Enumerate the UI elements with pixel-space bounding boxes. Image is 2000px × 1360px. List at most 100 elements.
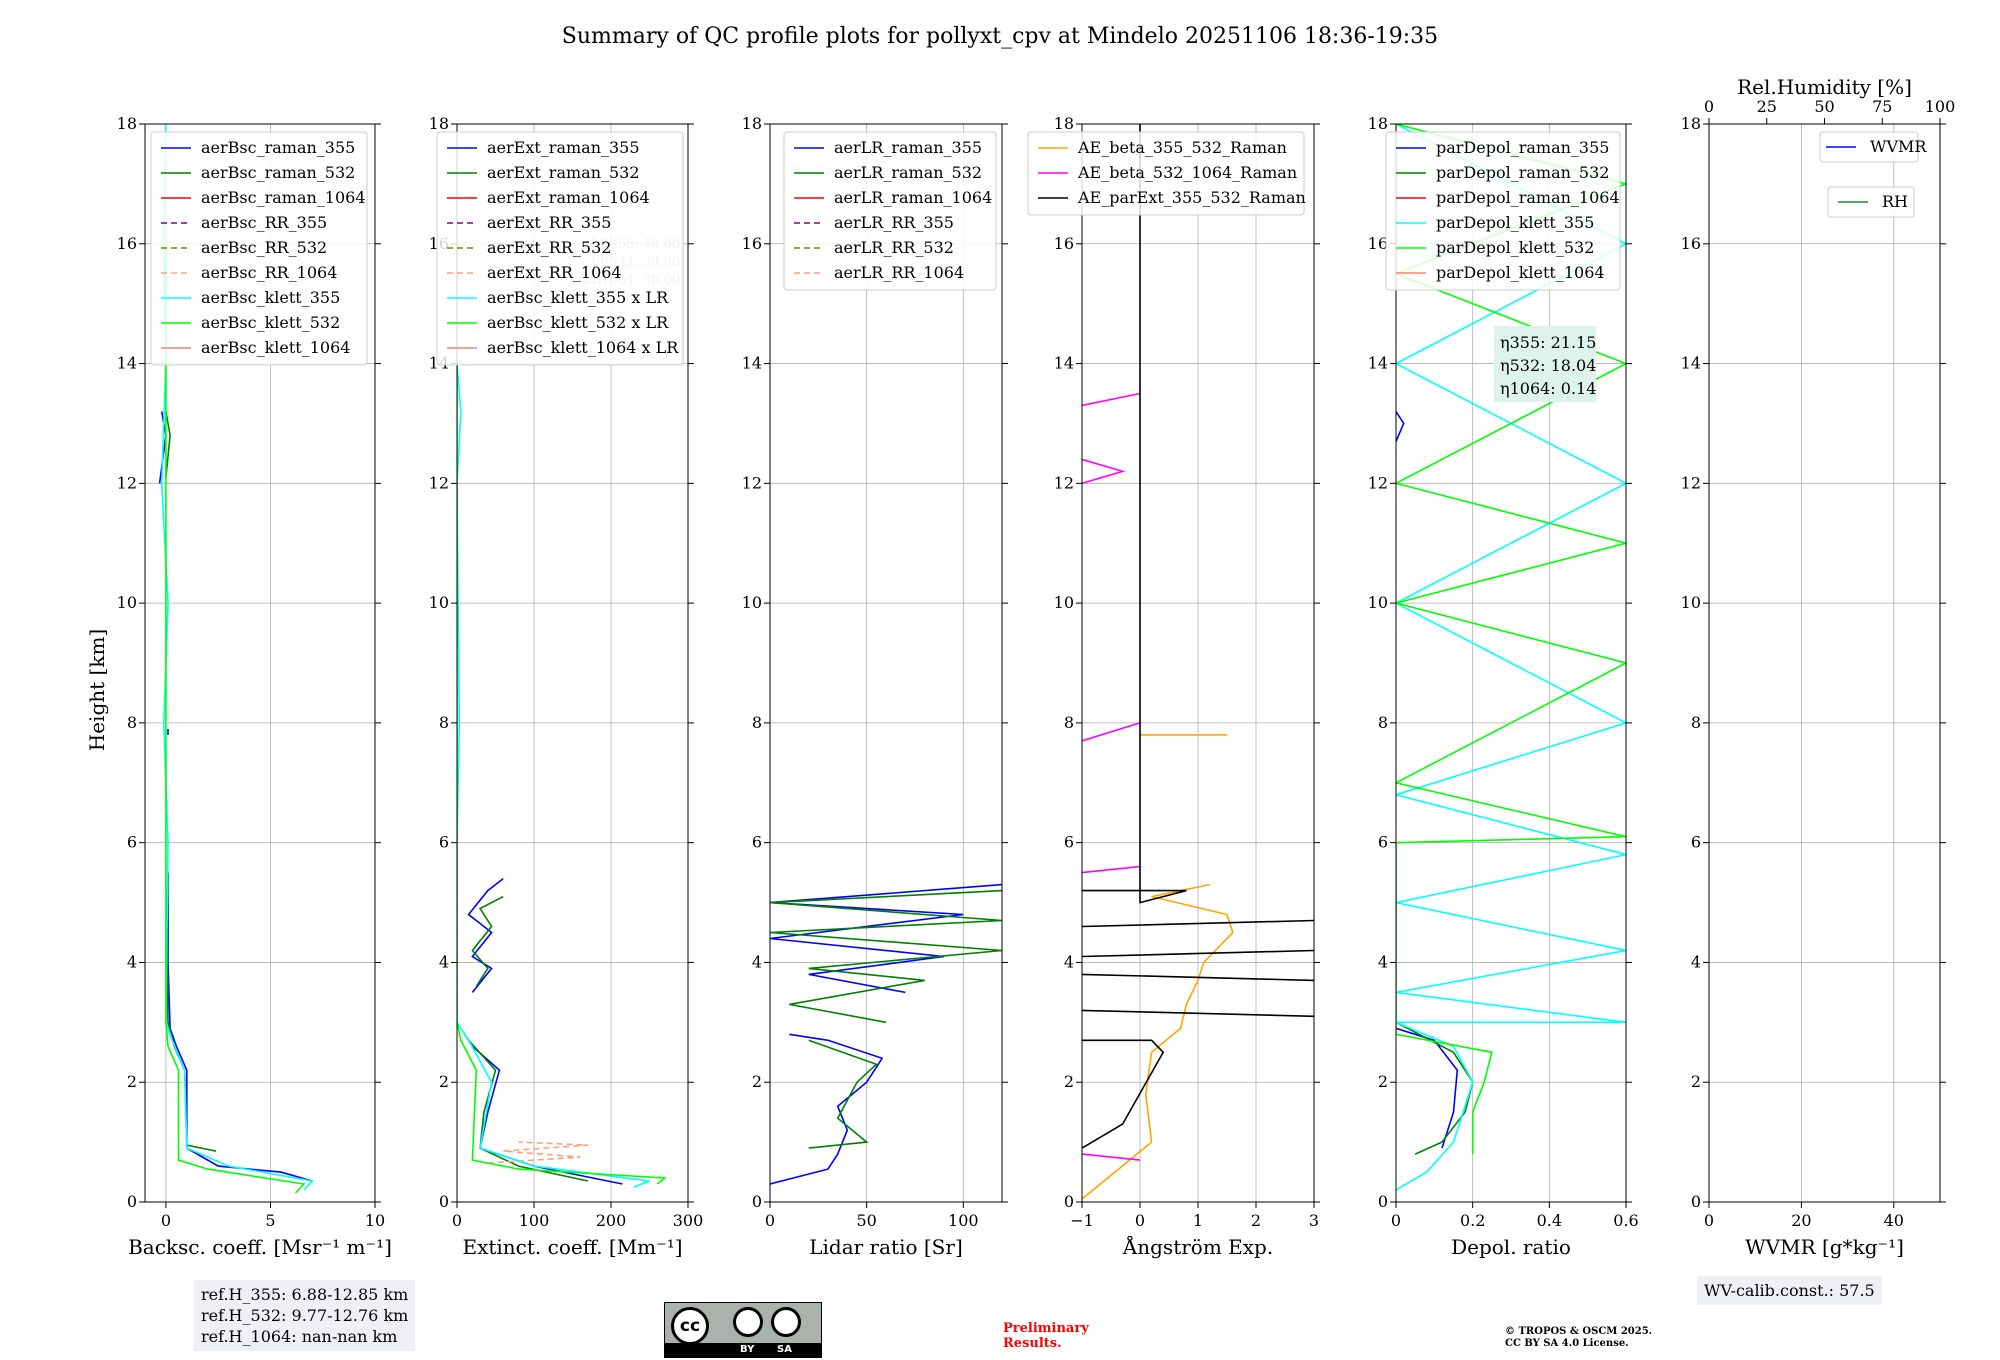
y-tick-label: 0 <box>752 1192 762 1211</box>
y-tick-label: 18 <box>1054 114 1074 133</box>
y-tick-label: 0 <box>1691 1192 1701 1211</box>
y-tick-label: 18 <box>117 114 137 133</box>
legend-label-aerLR_raman_1064: aerLR_raman_1064 <box>834 188 992 207</box>
y-tick-label: 12 <box>117 473 137 492</box>
panel-backscatter: 0 2 4 6 8 10 12 14 16 18 0 5 10 Backsc. coeff. [Msr⁻¹… <box>117 114 392 1259</box>
y-tick-label: 16 <box>1368 234 1388 253</box>
legend-label-aerLR_raman_532: aerLR_raman_532 <box>834 163 982 182</box>
legend-label-parDepol_raman_532: parDepol_raman_532 <box>1436 163 1609 182</box>
series-parDepol_raman_532 <box>1396 1021 1474 1155</box>
preliminary-note: Preliminary Results. <box>1003 1321 1089 1351</box>
x-tick-label: 3 <box>1309 1211 1319 1230</box>
y-tick-label: 6 <box>1378 833 1388 852</box>
x-axis-label: WVMR [g*kg⁻¹] <box>1745 1235 1904 1259</box>
y-tick-label: 18 <box>742 114 762 133</box>
legend-label-aerBsc_klett_532 x LR: aerBsc_klett_532 x LR <box>487 313 669 332</box>
x-tick-label: 5 <box>265 1211 275 1230</box>
top-x-tick-label: 0 <box>1704 97 1714 116</box>
legend-label-aerBsc_klett_355: aerBsc_klett_355 <box>201 288 340 307</box>
legend-frame <box>1827 186 1915 218</box>
x-axis-label: Backsc. coeff. [Msr⁻¹ m⁻¹] <box>128 1235 392 1259</box>
x-tick-label: 0.6 <box>1613 1211 1638 1230</box>
y-tick-label: 6 <box>439 833 449 852</box>
x-tick-label: 0.4 <box>1537 1211 1562 1230</box>
legend-label-parDepol_raman_1064: parDepol_raman_1064 <box>1436 188 1620 207</box>
legend-frame <box>1819 131 1919 163</box>
x-tick-label: 0 <box>452 1211 462 1230</box>
series-aerLR_raman_532 <box>770 889 1002 1149</box>
y-tick-label: 14 <box>1681 354 1701 373</box>
top-x-tick-label: 100 <box>1925 97 1956 116</box>
top-axis-label: Rel.Humidity [%] <box>1737 75 1912 99</box>
y-tick-label: 4 <box>1691 952 1701 971</box>
panel-depol: 0 2 4 6 8 10 12 14 16 18 0 0.2 0.4 0.6 Depol. ratio η35… <box>1368 114 1639 1259</box>
y-tick-label: 16 <box>742 234 762 253</box>
eta-label: η1064: 0.14 <box>1500 379 1596 398</box>
y-axis-label: Height [km] <box>85 629 109 751</box>
legend-label-aerBsc_raman_355: aerBsc_raman_355 <box>201 138 355 157</box>
y-tick-label: 2 <box>127 1072 137 1091</box>
legend-label-aerBsc_klett_355 x LR: aerBsc_klett_355 x LR <box>487 288 669 307</box>
x-tick-label: 2 <box>1251 1211 1261 1230</box>
y-tick-label: 12 <box>1681 473 1701 492</box>
copyright-line-1: © TROPOS & OSCM 2025. <box>1505 1326 1653 1337</box>
legend-frame <box>783 131 997 291</box>
legend-label-AE_parExt_355_532_Raman: AE_parExt_355_532_Raman <box>1077 188 1306 207</box>
x-tick-label: 0 <box>1391 1211 1401 1230</box>
x-axis-label: Depol. ratio <box>1451 1235 1571 1259</box>
series-group <box>457 363 668 1188</box>
x-tick-label: 10 <box>365 1211 385 1230</box>
legend-frame <box>1385 131 1621 291</box>
legend-label-parDepol_klett_355: parDepol_klett_355 <box>1436 213 1594 232</box>
series-AE_parExt_355_532_Raman <box>1082 124 1314 1149</box>
series-aerExt_raman_355 <box>464 877 623 1185</box>
legend-label-aerLR_RR_355: aerLR_RR_355 <box>834 213 954 232</box>
y-tick-label: 12 <box>742 473 762 492</box>
x-tick-label: 20 <box>1791 1211 1811 1230</box>
legend: aerBsc_raman_355 aerBsc_raman_532 aerBsc_r… <box>150 131 368 366</box>
x-tick-label: 50 <box>856 1211 876 1230</box>
y-tick-label: 0 <box>1378 1192 1388 1211</box>
legend-label-parDepol_klett_1064: parDepol_klett_1064 <box>1436 263 1605 282</box>
eta-box <box>1494 326 1596 402</box>
wv-calib-const: WV-calib.const.: 57.5 <box>1704 1281 1875 1300</box>
share-alike-icon <box>771 1307 801 1337</box>
y-tick-label: 16 <box>117 234 137 253</box>
series-aerBsc_klett_532 x LR <box>457 363 668 1185</box>
y-tick-label: 18 <box>429 114 449 133</box>
axes-frame <box>769 123 1003 1203</box>
y-tick-label: 4 <box>1064 952 1074 971</box>
y-tick-label: 4 <box>439 952 449 971</box>
y-tick-label: 0 <box>439 1192 449 1211</box>
y-tick-label: 2 <box>1691 1072 1701 1091</box>
legend-frame <box>150 131 368 366</box>
x-tick-label: 0 <box>765 1211 775 1230</box>
legend-label-aerBsc_RR_355: aerBsc_RR_355 <box>201 213 327 232</box>
series-group <box>770 883 1002 1185</box>
axes-frame <box>456 123 689 1203</box>
legend-label-aerBsc_raman_532: aerBsc_raman_532 <box>201 163 355 182</box>
x-tick-label: 0 <box>161 1211 171 1230</box>
badge-sa-label: SA <box>777 1344 792 1355</box>
eta-label: η532: 18.04 <box>1500 356 1596 375</box>
preliminary-line-2: Results. <box>1003 1336 1062 1351</box>
wv-calib-box: WV-calib.const.: 57.5 <box>1697 1276 1882 1305</box>
y-tick-label: 10 <box>1368 593 1388 612</box>
series-aerLR_raman_355 <box>770 883 1002 1185</box>
y-tick-label: 14 <box>1054 354 1074 373</box>
figure-title: Summary of QC profile plots for pollyxt_… <box>562 24 1438 49</box>
y-tick-label: 6 <box>752 833 762 852</box>
legend-label-aerBsc_RR_532: aerBsc_RR_532 <box>201 238 327 257</box>
preliminary-line-1: Preliminary <box>1003 1321 1089 1336</box>
y-tick-label: 14 <box>117 354 137 373</box>
legend: AE_beta_355_532_Raman AE_beta_532_1064_Ra… <box>1027 131 1306 216</box>
legend: parDepol_raman_355 parDepol_raman_532 parD… <box>1385 131 1621 291</box>
top-x-tick-label: 75 <box>1872 97 1892 116</box>
y-tick-label: 10 <box>117 593 137 612</box>
y-tick-label: 0 <box>1064 1192 1074 1211</box>
y-tick-label: 10 <box>429 593 449 612</box>
y-tick-label: 2 <box>1378 1072 1388 1091</box>
